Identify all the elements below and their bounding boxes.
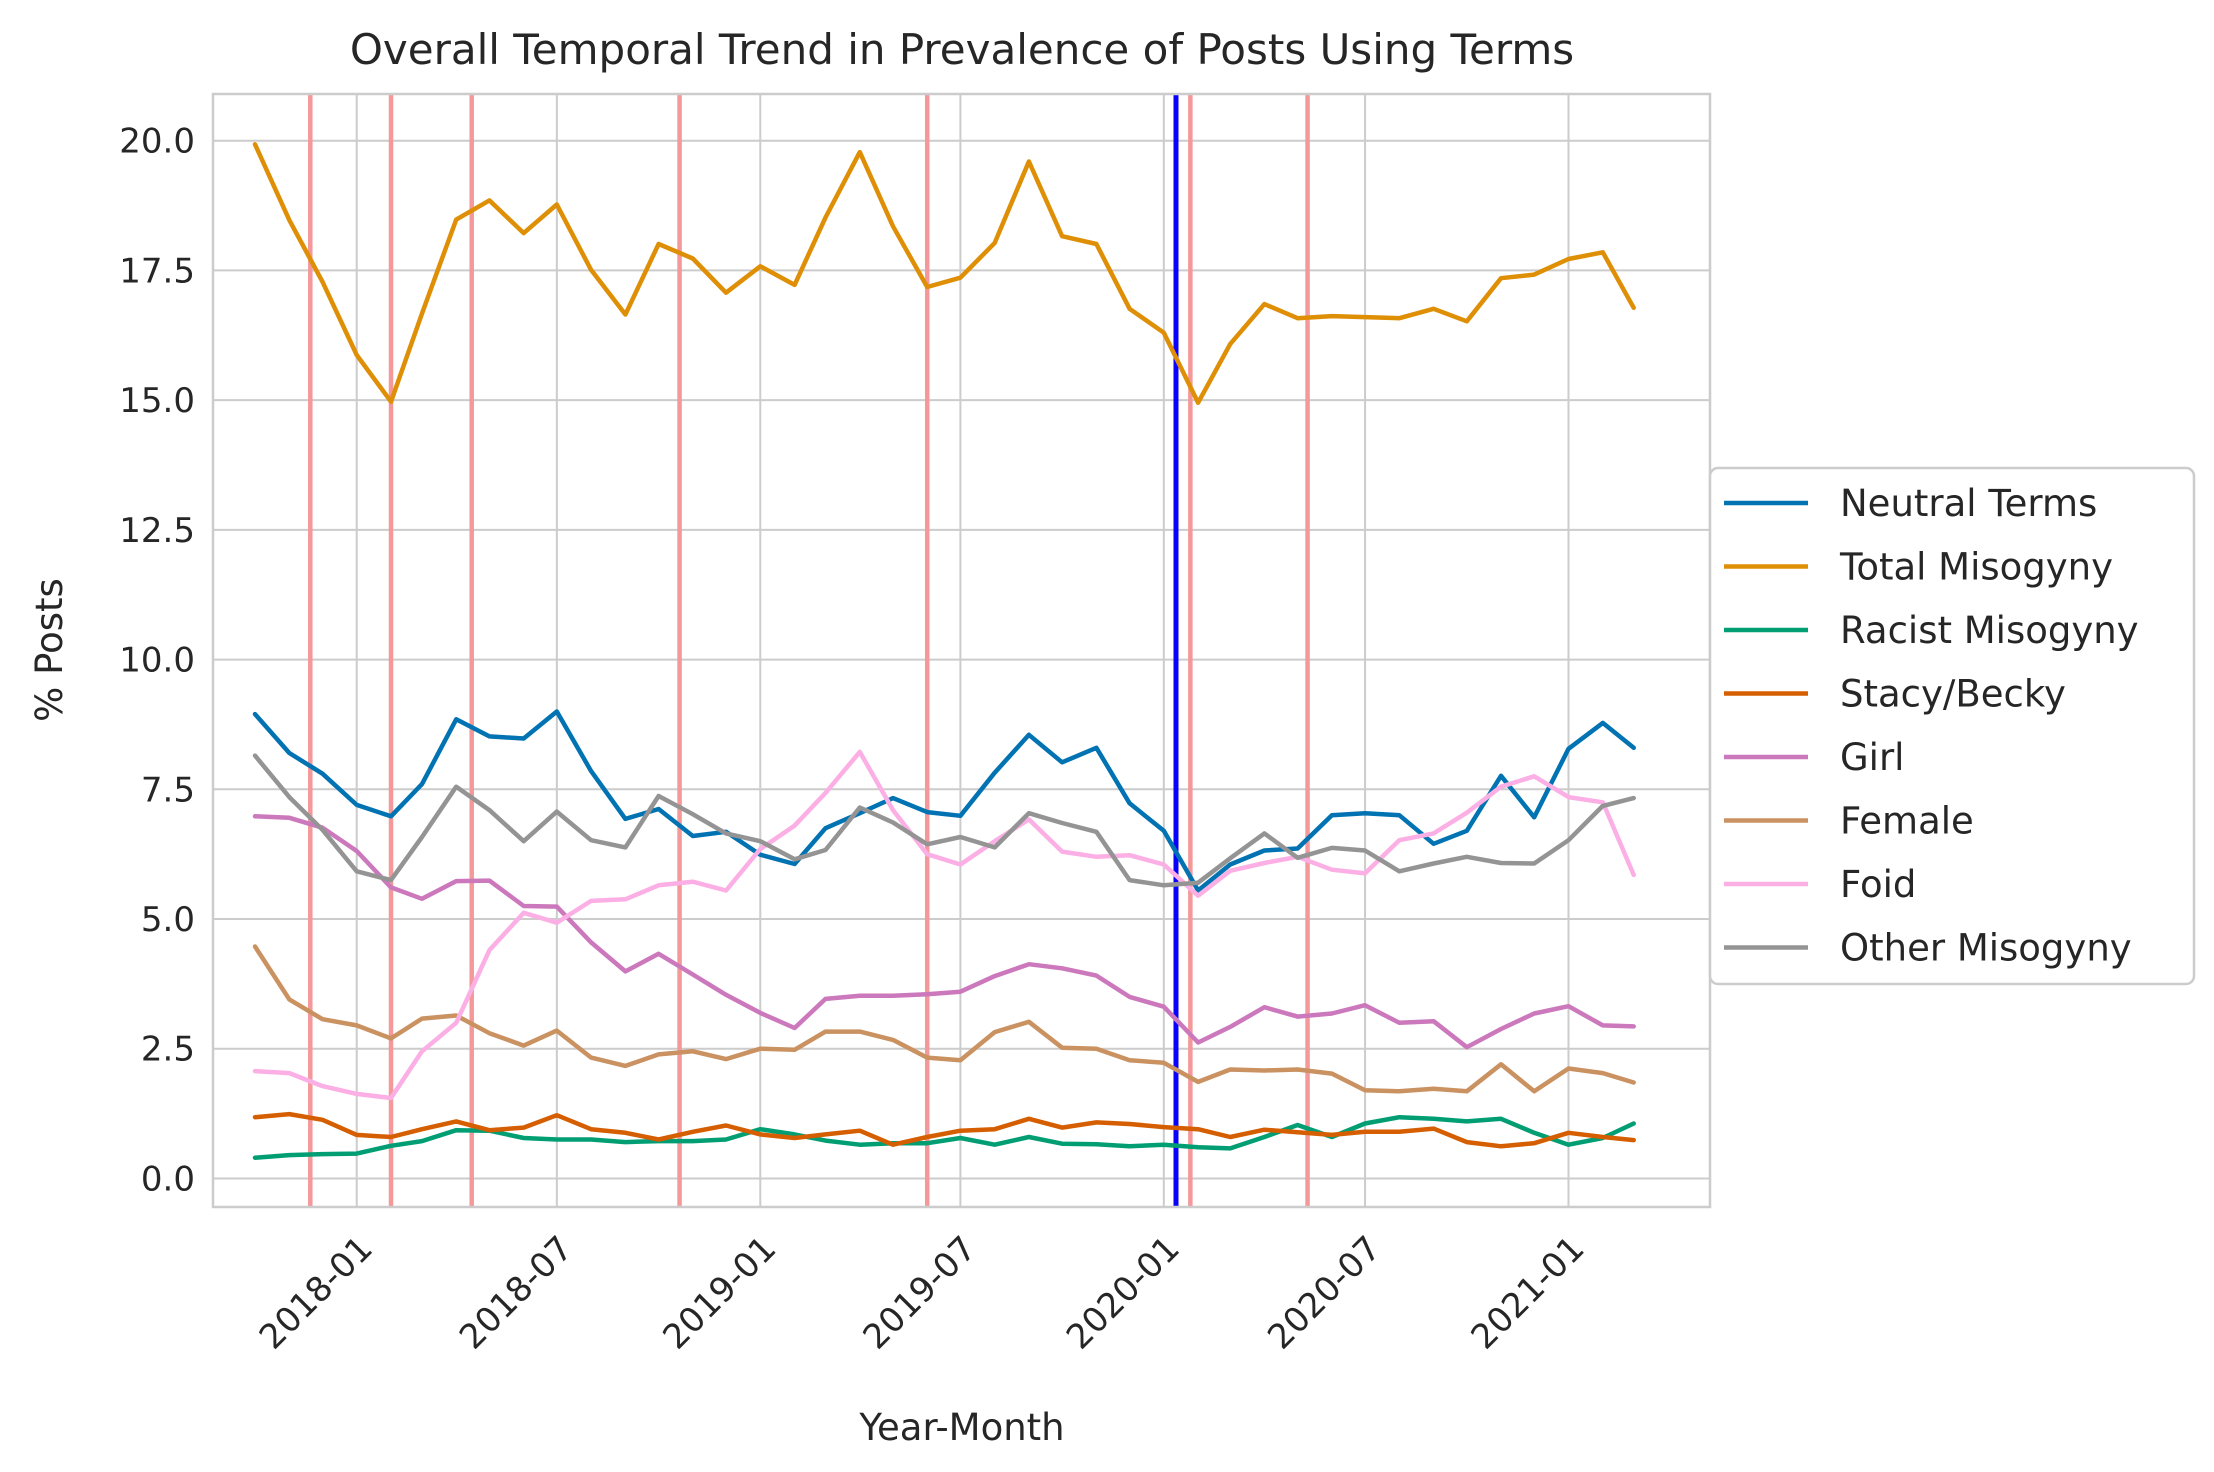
y-axis-label: % Posts: [28, 578, 71, 722]
y-tick-label: 2.5: [141, 1030, 195, 1070]
y-tick-label: 15.0: [119, 381, 195, 421]
legend-label: Neutral Terms: [1840, 482, 2097, 525]
series-line-total-misogyny: [252, 142, 1636, 405]
legend-items: Neutral Terms Total Misogyny Racist Misogy…: [1724, 482, 2139, 970]
y-tick-label: 0.0: [141, 1159, 195, 1199]
y-tick-label: 5.0: [141, 900, 195, 940]
chart-title: Overall Temporal Trend in Prevalence of …: [350, 25, 1574, 74]
series-line-neutral-terms: [252, 709, 1636, 893]
grid: [213, 94, 1710, 1207]
legend-label: Female: [1840, 800, 1974, 843]
series-line-foid: [252, 749, 1636, 1101]
y-tick-label: 10.0: [119, 641, 195, 681]
y-tick-labels: 0.0 2.5 5.0 7.5 10.0 12.5 15.0 17.5 20.0: [119, 122, 195, 1200]
legend-label: Total Misogyny: [1839, 546, 2113, 589]
series-line-stacy-becky: [252, 1111, 1636, 1149]
series-line-other-misogyny: [252, 753, 1636, 888]
legend-box: [1708, 466, 2196, 986]
y-tick-label: 17.5: [119, 251, 195, 291]
legend-label: Foid: [1840, 863, 1916, 906]
legend: Neutral Terms Total Misogyny Racist Misogy…: [1708, 466, 2196, 986]
y-tick-label: 7.5: [141, 770, 195, 810]
series-lines: [252, 142, 1636, 1160]
x-axis-label: Year-Month: [858, 1406, 1064, 1449]
legend-label: Other Misogyny: [1840, 927, 2132, 970]
legend-label: Girl: [1840, 736, 1904, 779]
series-line-female: [252, 944, 1636, 1094]
series-line-girl: [252, 814, 1636, 1050]
y-tick-label: 12.5: [119, 511, 195, 551]
legend-label: Racist Misogyny: [1840, 609, 2139, 652]
y-tick-label: 20.0: [119, 122, 195, 162]
legend-label: Stacy/Becky: [1840, 673, 2066, 716]
